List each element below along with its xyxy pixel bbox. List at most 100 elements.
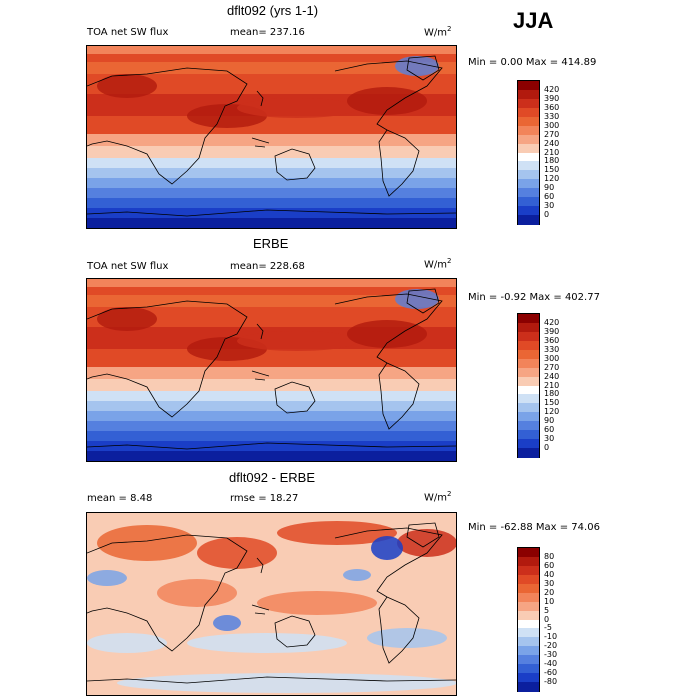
colorbar-swatch bbox=[518, 81, 539, 91]
colorbar-tick-label: 60 bbox=[544, 192, 555, 202]
field-band bbox=[87, 168, 456, 178]
coastline bbox=[256, 90, 264, 107]
field-band bbox=[87, 441, 456, 451]
field-band bbox=[87, 401, 456, 411]
coastline bbox=[334, 293, 443, 364]
min-max-label: Min = -62.88 Max = 74.06 bbox=[468, 522, 600, 533]
min-max-label: Min = 0.00 Max = 414.89 bbox=[468, 57, 597, 68]
field-patch bbox=[397, 529, 456, 557]
colorbar-tick-label: 240 bbox=[544, 138, 560, 148]
colorbar-swatch bbox=[518, 89, 539, 100]
variable-label: TOA net SW flux bbox=[87, 261, 169, 272]
colorbar-swatch bbox=[518, 655, 539, 665]
colorbar-tick-label: 10 bbox=[544, 596, 555, 606]
colorbar-tick-label: 360 bbox=[544, 102, 560, 112]
field-band bbox=[87, 188, 456, 198]
colorbar-swatch bbox=[518, 448, 539, 458]
map-panel-1 bbox=[86, 45, 457, 229]
colorbar-swatch bbox=[518, 143, 539, 153]
field-patch bbox=[97, 525, 197, 561]
colorbar-swatch bbox=[518, 215, 539, 225]
colorbar-swatch bbox=[518, 116, 539, 127]
field-patch bbox=[371, 536, 403, 560]
colorbar-panel-3: 80 60 40 30 20 10 5 0 -5 -10 -20 -30 -40 -60 -80 bbox=[517, 547, 557, 692]
field-band bbox=[87, 208, 456, 218]
colorbar-tick-label: 80 bbox=[544, 551, 555, 561]
colorbar-swatch bbox=[518, 637, 539, 647]
mean-label: mean= 228.68 bbox=[230, 261, 305, 272]
colorbar-swatch bbox=[518, 664, 539, 674]
colorbar-swatch bbox=[518, 107, 539, 118]
coastline bbox=[256, 323, 264, 340]
coastline bbox=[251, 137, 270, 144]
coastline bbox=[87, 534, 248, 652]
field-band bbox=[87, 198, 456, 208]
field-band bbox=[87, 279, 456, 287]
colorbar-tick-label: -20 bbox=[544, 641, 558, 651]
coastline bbox=[334, 527, 443, 598]
field-band bbox=[87, 158, 456, 168]
units-label: W/m2 bbox=[424, 25, 452, 39]
colorbar-tick-label: 420 bbox=[544, 84, 560, 94]
colorbar-tick-label: 390 bbox=[544, 326, 560, 336]
colorbar-tick-label: 330 bbox=[544, 111, 560, 121]
colorbar-tick-label: 20 bbox=[544, 587, 555, 597]
colorbar-swatch bbox=[518, 314, 539, 324]
colorbar-tick-label: 150 bbox=[544, 398, 560, 408]
colorbar-swatch bbox=[518, 322, 539, 333]
colorbar-swatch bbox=[518, 331, 539, 342]
colorbar-tick-label: 180 bbox=[544, 156, 560, 166]
field-patch bbox=[117, 673, 456, 693]
field-patch bbox=[257, 591, 377, 615]
colorbar-swatch bbox=[518, 430, 539, 440]
colorbar-tick-label: 300 bbox=[544, 120, 560, 130]
colorbar-tick-label: 180 bbox=[544, 389, 560, 399]
field-patch bbox=[197, 537, 277, 569]
mean-label: mean = 8.48 bbox=[87, 493, 153, 504]
colorbar-swatch bbox=[518, 565, 539, 576]
colorbar-swatch bbox=[518, 367, 539, 378]
map-panel-2 bbox=[86, 278, 457, 462]
season-label: JJA bbox=[513, 8, 554, 33]
variable-label: TOA net SW flux bbox=[87, 27, 169, 38]
coastline bbox=[378, 596, 420, 664]
colorbar-swatch bbox=[518, 646, 539, 656]
coastline bbox=[254, 612, 266, 615]
coastline bbox=[406, 55, 440, 81]
colorbar-swatch bbox=[518, 619, 539, 629]
panel-title: dflt092 - ERBE bbox=[229, 470, 315, 485]
colorbar-tick-label: 330 bbox=[544, 344, 560, 354]
colorbar-swatch bbox=[518, 682, 539, 692]
field-band bbox=[87, 349, 456, 367]
coastline bbox=[254, 378, 266, 381]
coastline bbox=[274, 148, 316, 181]
colorbar-tick-label: 90 bbox=[544, 183, 555, 193]
colorbar-swatch bbox=[518, 394, 539, 404]
field-patch bbox=[87, 633, 167, 653]
colorbar-swatch bbox=[518, 610, 539, 620]
colorbar-swatch bbox=[518, 548, 539, 558]
colorbar-swatch bbox=[518, 161, 539, 171]
field-patch bbox=[343, 569, 371, 581]
field-band bbox=[87, 431, 456, 441]
colorbar-tick-label: 120 bbox=[544, 407, 560, 417]
colorbar-tick-label: 270 bbox=[544, 362, 560, 372]
field-patch bbox=[347, 320, 427, 348]
colorbar-tick-label: 60 bbox=[544, 560, 555, 570]
field-patch bbox=[97, 74, 157, 98]
field-patch bbox=[237, 331, 357, 351]
colorbar-swatch bbox=[518, 125, 539, 136]
field-band bbox=[87, 391, 456, 401]
colorbar-swatch bbox=[518, 673, 539, 683]
rmse-label: rmse = 18.27 bbox=[230, 493, 299, 504]
mean-label: mean= 237.16 bbox=[230, 27, 305, 38]
coastline bbox=[406, 522, 440, 548]
colorbar-tick-label: 390 bbox=[544, 93, 560, 103]
field-band bbox=[87, 287, 456, 295]
coastline bbox=[87, 442, 456, 450]
colorbar-tick-label: 40 bbox=[544, 569, 555, 579]
field-band bbox=[87, 74, 456, 94]
coastline bbox=[251, 370, 270, 377]
colorbar-tick-label: 360 bbox=[544, 335, 560, 345]
field-patch bbox=[277, 521, 397, 545]
